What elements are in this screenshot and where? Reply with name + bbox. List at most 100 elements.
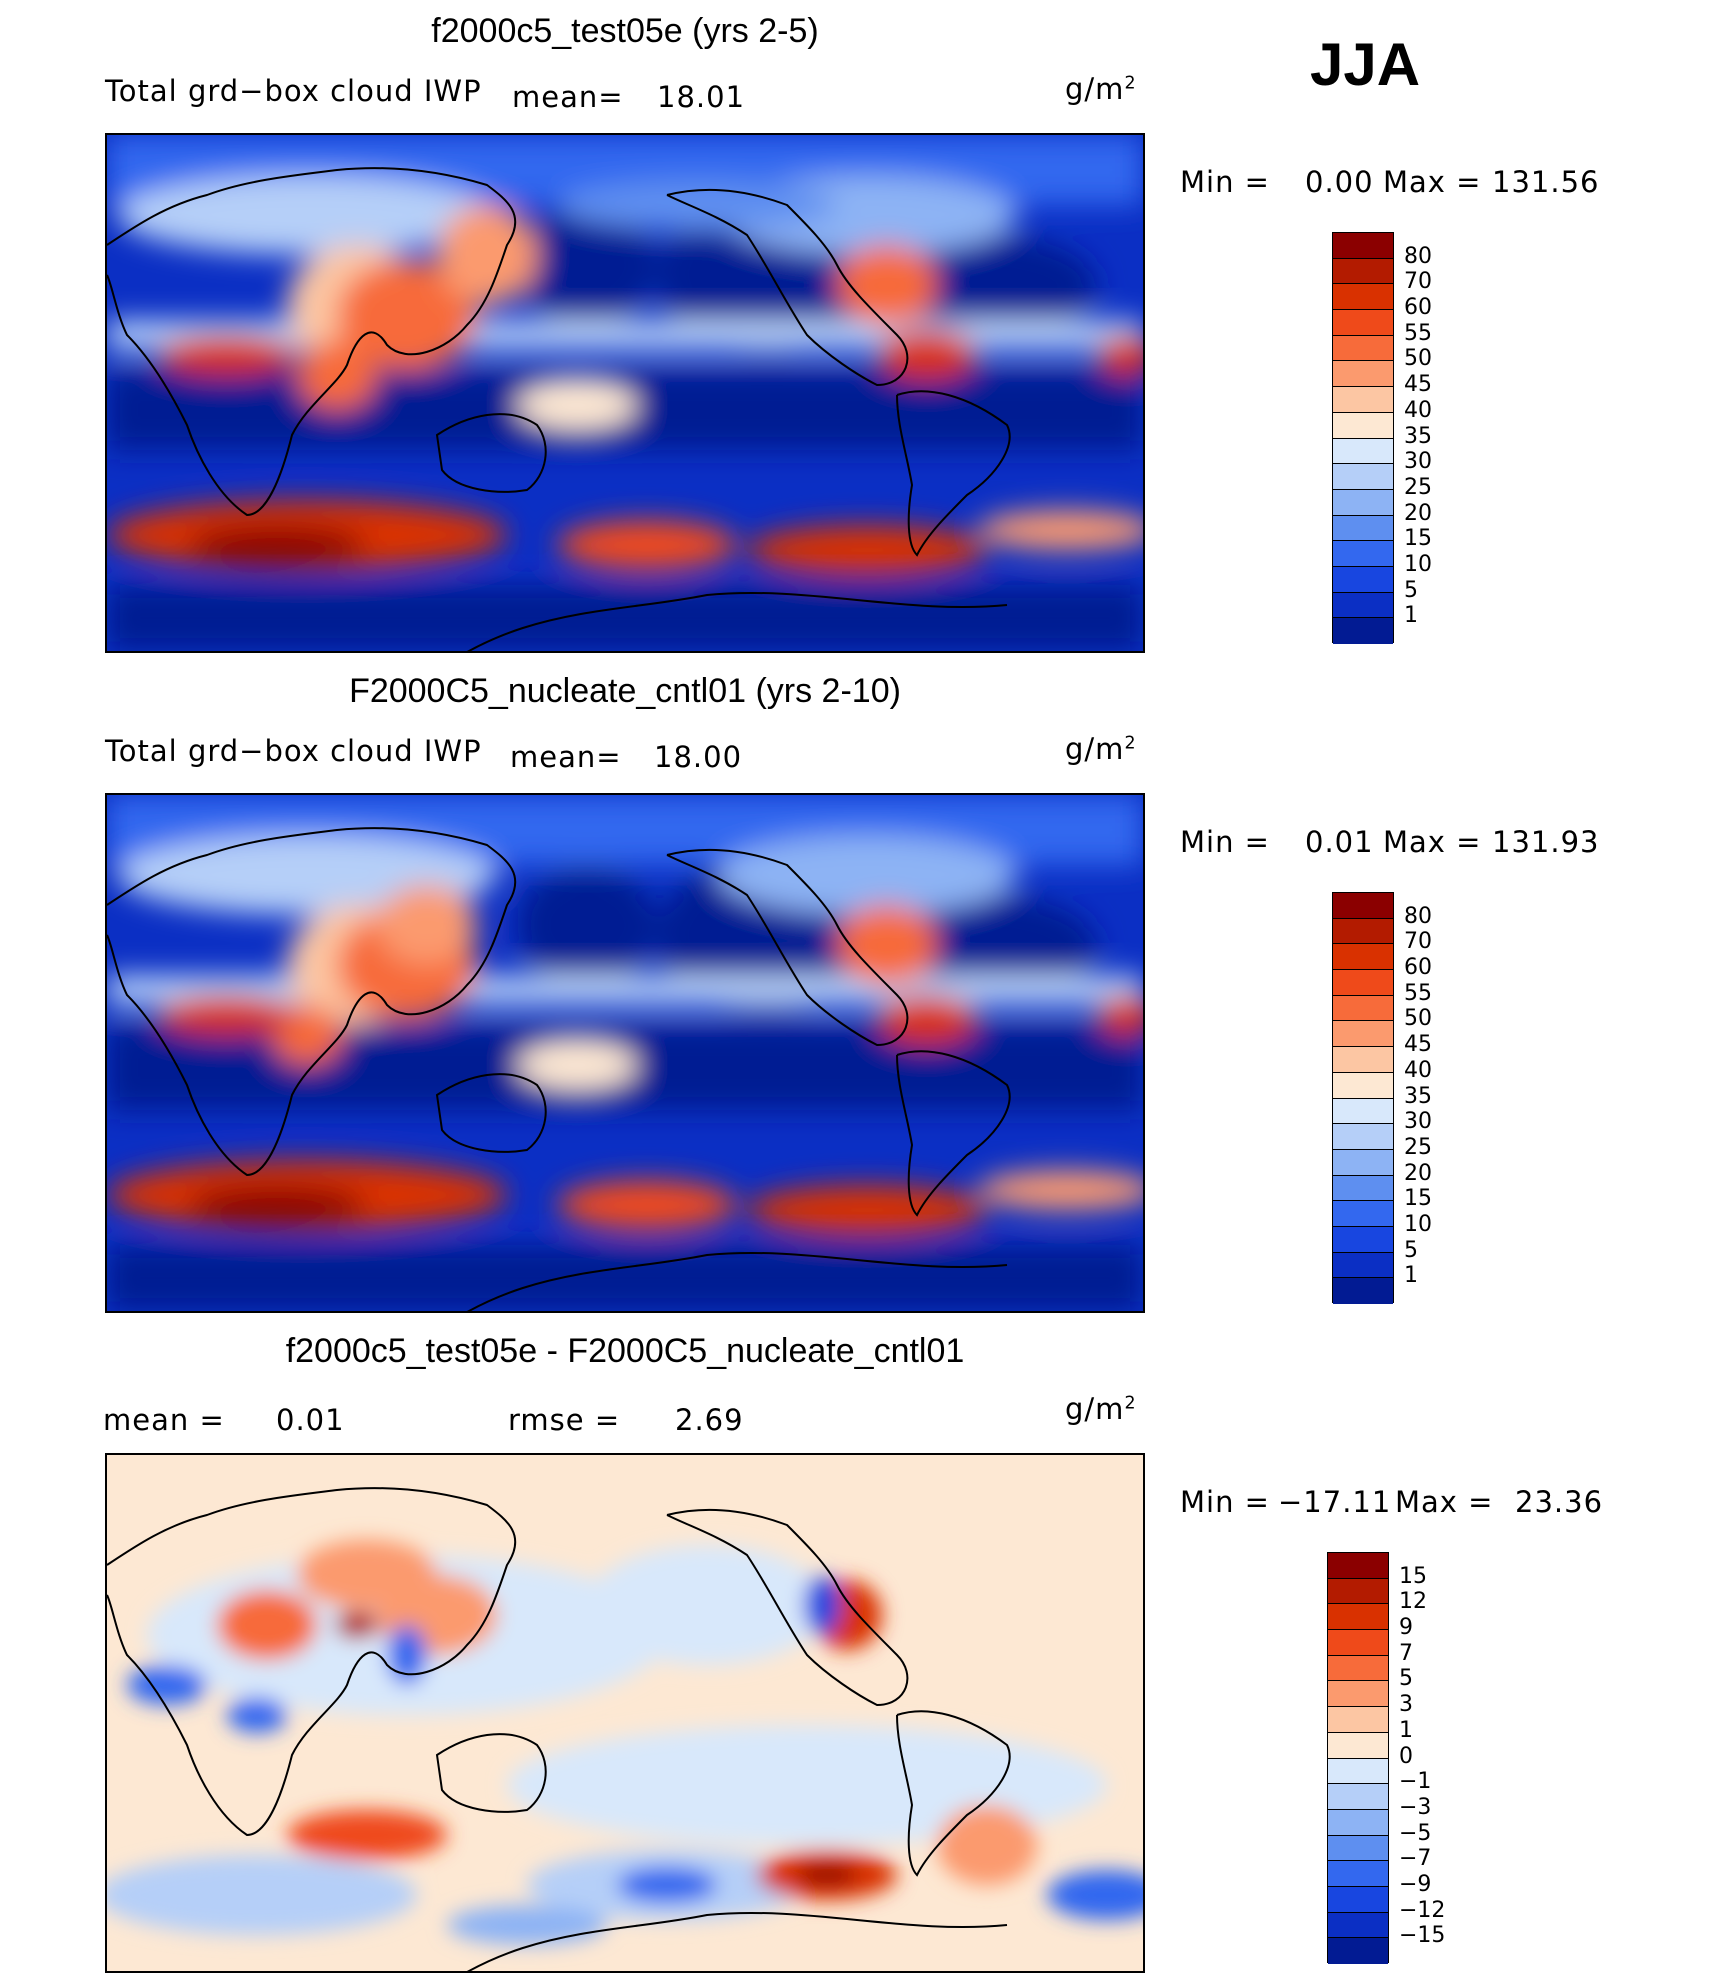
panel1-title: f2000c5_test05e (yrs 2-5) (431, 12, 819, 50)
colorbar-tick-label: 15 (1399, 1563, 1427, 1589)
colorbar-tick-label: 10 (1404, 551, 1432, 577)
panel2-max-label: Max = (1383, 825, 1482, 859)
colorbar-swatch (1328, 1835, 1388, 1862)
colorbar-tick-label: 15 (1404, 1186, 1432, 1212)
panel2-variable-label: Total grd−box cloud IWP (105, 734, 482, 768)
colorbar-tick-label: 60 (1404, 295, 1432, 321)
colorbar-tick-label: 1 (1404, 603, 1418, 629)
colorbar-swatch (1328, 1578, 1388, 1605)
colorbar-swatch (1328, 1886, 1388, 1913)
panel3-mean-value: 0.01 (276, 1403, 345, 1437)
colorbar-tick-label: 35 (1404, 1083, 1432, 1109)
colorbar-swatch (1333, 258, 1393, 285)
panel1-mean-value: 18.01 (657, 80, 746, 114)
colorbar-swatch (1333, 566, 1393, 593)
panel1-mean-label: mean= (512, 80, 624, 114)
colorbar-tick-label: 12 (1399, 1589, 1427, 1615)
colorbar-swatch (1333, 310, 1393, 336)
colorbar-swatch (1328, 1784, 1388, 1810)
panel3-rmse-value: 2.69 (675, 1403, 744, 1437)
colorbar-swatch (1333, 893, 1393, 919)
colorbar-tick-label: 1 (1404, 1263, 1418, 1289)
colorbar-tick-label: 80 (1404, 243, 1432, 269)
colorbar-swatch (1333, 412, 1393, 439)
colorbar-swatch (1333, 335, 1393, 362)
colorbar-tick-label: −15 (1399, 1923, 1446, 1949)
colorbar-tick-label: 15 (1404, 526, 1432, 552)
panel3-units: g/m2 (1065, 1392, 1137, 1426)
colorbar-tick-label: 9 (1399, 1615, 1413, 1641)
panel3-rmse-label: rmse = (508, 1403, 621, 1437)
colorbar-tick-label: −7 (1399, 1846, 1432, 1872)
panel1-map (105, 133, 1145, 653)
colorbar-tick-label: 70 (1404, 269, 1432, 295)
colorbar-tick-label: 30 (1404, 449, 1432, 475)
panel3-colorbar (1327, 1552, 1389, 1964)
colorbar-swatch (1333, 1201, 1393, 1227)
colorbar-swatch (1328, 1707, 1388, 1733)
colorbar-swatch (1333, 944, 1393, 971)
colorbar-tick-label: 3 (1399, 1692, 1413, 1718)
panel2-units: g/m2 (1065, 732, 1137, 766)
panel1-max-value: 131.56 (1492, 165, 1600, 199)
colorbar-swatch (1333, 592, 1393, 619)
panel2-title: F2000C5_nucleate_cntl01 (yrs 2-10) (349, 672, 901, 710)
panel2-mean-value: 18.00 (654, 740, 743, 774)
colorbar-swatch (1333, 1124, 1393, 1150)
panel3-max-label: Max = (1395, 1485, 1494, 1519)
colorbar-swatch (1333, 1278, 1393, 1304)
colorbar-tick-label: −3 (1399, 1794, 1432, 1820)
colorbar-swatch (1328, 1758, 1388, 1785)
colorbar-tick-label: 5 (1404, 577, 1418, 603)
colorbar-tick-label: 7 (1399, 1640, 1413, 1666)
colorbar-tick-label: 45 (1404, 1032, 1432, 1058)
colorbar-swatch (1333, 438, 1393, 465)
colorbar-swatch (1333, 618, 1393, 644)
colorbar-swatch (1328, 1861, 1388, 1887)
colorbar-tick-label: −1 (1399, 1769, 1432, 1795)
colorbar-tick-label: 20 (1404, 500, 1432, 526)
season-label: JJA (1310, 31, 1421, 98)
colorbar-swatch (1333, 995, 1393, 1022)
colorbar-swatch (1328, 1655, 1388, 1682)
panel1-min-value: 0.00 (1305, 165, 1374, 199)
colorbar-tick-label: 0 (1399, 1743, 1413, 1769)
colorbar-swatch (1328, 1553, 1388, 1579)
panel2-mean-label: mean= (510, 740, 622, 774)
colorbar-swatch (1333, 515, 1393, 542)
colorbar-swatch (1333, 1021, 1393, 1048)
colorbar-tick-label: 60 (1404, 955, 1432, 981)
colorbar-swatch (1333, 233, 1393, 259)
panel3-min-label: Min = (1180, 1485, 1270, 1519)
colorbar-swatch (1328, 1938, 1388, 1964)
colorbar-swatch (1328, 1912, 1388, 1939)
colorbar-swatch (1333, 387, 1393, 413)
panel2-min-label: Min = (1180, 825, 1270, 859)
colorbar-swatch (1328, 1604, 1388, 1631)
colorbar-tick-label: −12 (1399, 1897, 1446, 1923)
colorbar-swatch (1333, 489, 1393, 516)
panel1-min-label: Min = (1180, 165, 1270, 199)
colorbar-tick-label: 40 (1404, 397, 1432, 423)
colorbar-swatch (1328, 1809, 1388, 1836)
colorbar-tick-label: 30 (1404, 1109, 1432, 1135)
colorbar-tick-label: 50 (1404, 1006, 1432, 1032)
colorbar-tick-label: 1 (1399, 1717, 1413, 1743)
colorbar-tick-label: 80 (1404, 903, 1432, 929)
panel3-map (105, 1453, 1145, 1973)
panel3-title: f2000c5_test05e - F2000C5_nucleate_cntl0… (285, 1332, 965, 1370)
colorbar-swatch (1333, 541, 1393, 567)
panel2-colorbar (1332, 892, 1394, 1304)
panel3-mean-label: mean = (103, 1403, 225, 1437)
colorbar-tick-label: 20 (1404, 1160, 1432, 1186)
panel2-min-value: 0.01 (1305, 825, 1374, 859)
colorbar-tick-label: 5 (1404, 1237, 1418, 1263)
colorbar-swatch (1328, 1630, 1388, 1656)
colorbar-swatch (1333, 284, 1393, 311)
panel3-max-value: 23.36 (1515, 1485, 1604, 1519)
colorbar-tick-label: 55 (1404, 320, 1432, 346)
colorbar-swatch (1328, 1732, 1388, 1759)
colorbar-swatch (1333, 970, 1393, 996)
colorbar-swatch (1333, 918, 1393, 945)
panel1-colorbar (1332, 232, 1394, 644)
